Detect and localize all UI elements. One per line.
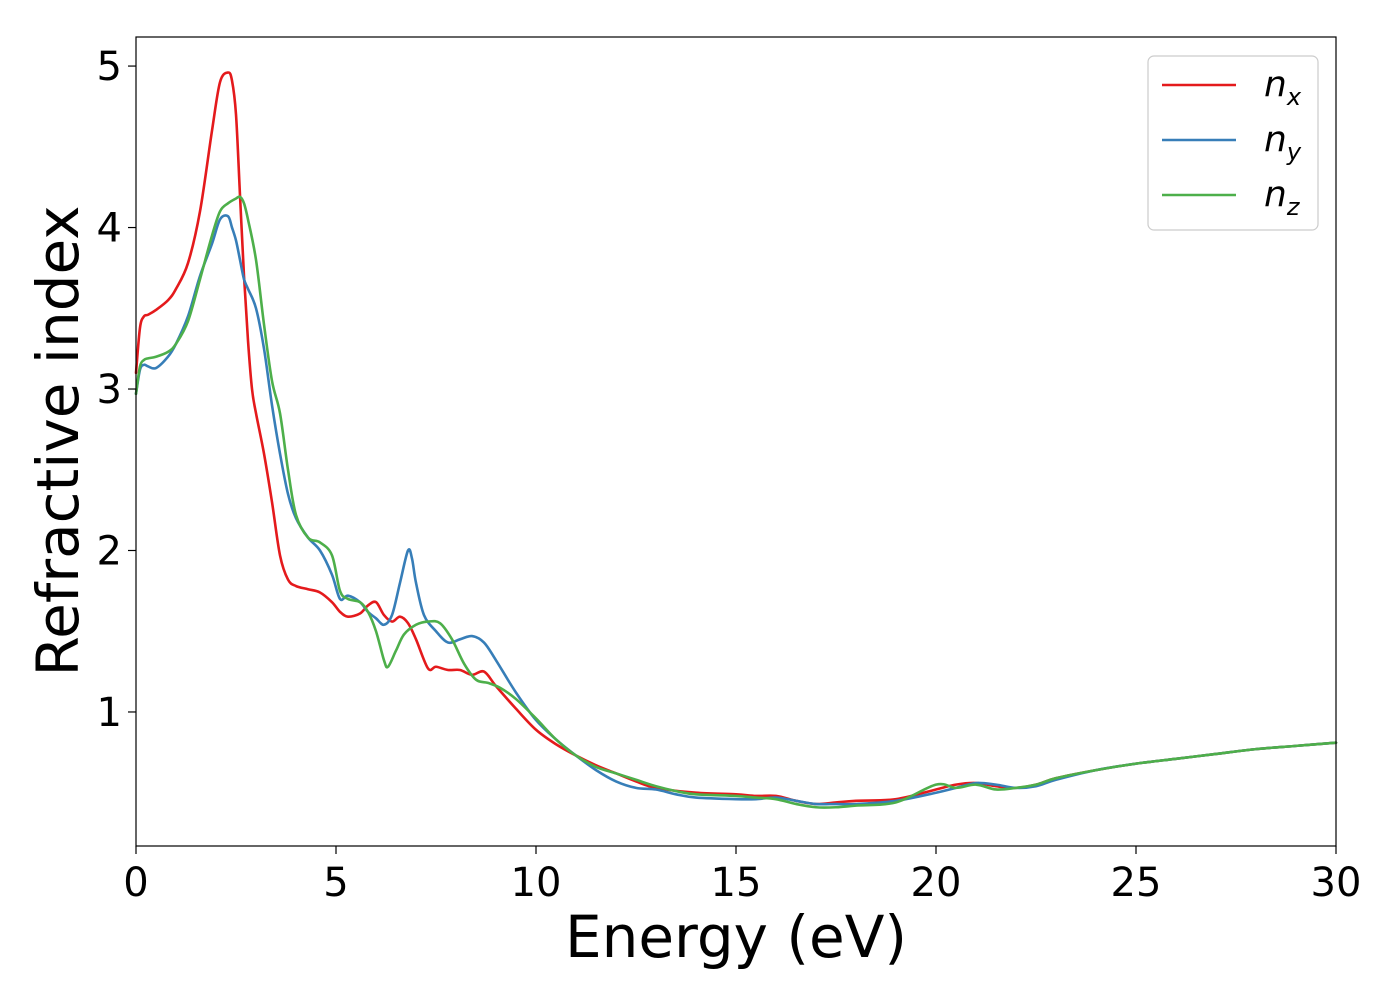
x-tick-label: 25 <box>1111 860 1162 906</box>
x-tick-label: 5 <box>323 860 348 906</box>
y-tick-label: 1 <box>97 690 122 736</box>
x-tick-label: 0 <box>123 860 148 906</box>
y-tick-label: 3 <box>97 367 122 413</box>
x-tick-label: 30 <box>1311 860 1362 906</box>
legend-items: nx ny nz <box>1162 64 1302 221</box>
x-tick-label: 20 <box>911 860 962 906</box>
y-axis-ticks: 1 2 3 4 5 <box>97 44 136 736</box>
x-axis-title: Energy (eV) <box>565 903 907 971</box>
legend-label-x: nx <box>1264 64 1302 111</box>
series-layer <box>134 71 1338 809</box>
y-tick-label: 5 <box>97 44 122 90</box>
legend-box <box>1147 55 1319 231</box>
legend: nx ny nz <box>1147 55 1319 231</box>
series-line-z <box>134 195 1338 809</box>
y-axis-title: Refractive index <box>24 205 92 676</box>
legend-label-z: nz <box>1264 174 1301 221</box>
series-line-y <box>134 214 1338 806</box>
y-tick-label: 4 <box>97 206 122 252</box>
y-tick-label: 2 <box>97 528 122 574</box>
x-tick-label: 15 <box>711 860 762 906</box>
x-tick-label: 10 <box>511 860 562 906</box>
legend-label-y: ny <box>1264 119 1302 166</box>
x-axis-ticks: 0 5 10 15 20 25 30 <box>123 846 1361 906</box>
